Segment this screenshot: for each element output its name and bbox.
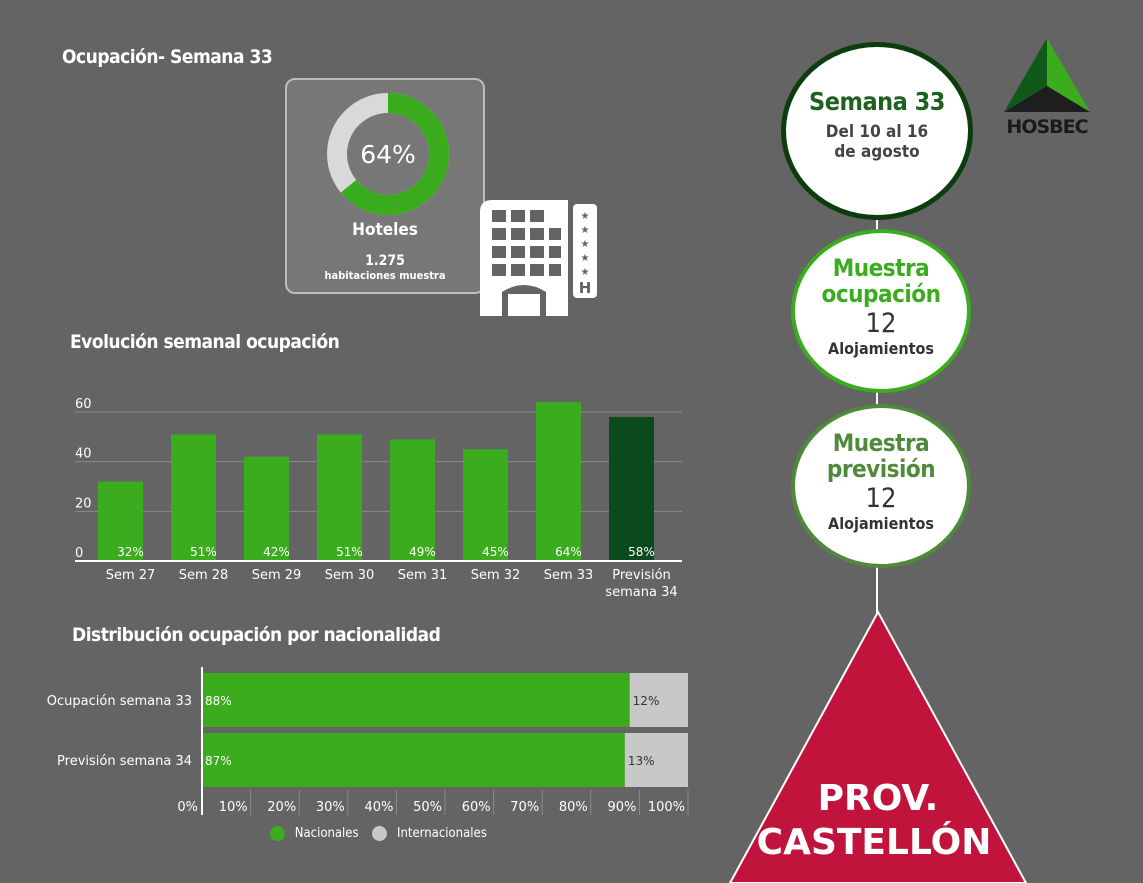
weekly-bar-label: 42% [263,545,290,559]
weekly-bar-label: 58% [628,545,655,559]
x-tick-label: Sem 32 [471,568,521,583]
week-badge-title: Semana 33 [809,87,945,116]
x-tick-label: 0% [177,800,198,815]
x-tick-label: 80% [559,800,588,815]
sample-forecast-count: 12 [865,483,897,514]
segment-label: 88% [205,694,232,708]
weekly-bar [244,456,289,561]
y-tick-label: 0 [75,546,83,561]
weekly-bar-label: 45% [482,545,509,559]
nationality-legend: Nacionales Internacionales [270,826,487,841]
x-tick-label: Sem 29 [252,568,302,583]
sample-occupancy-title2: ocupación [821,280,941,308]
x-tick-label: Previsión [612,568,671,583]
x-tick-label: Sem 30 [325,568,375,583]
sample-occupancy-count: 12 [865,308,897,339]
weekly-bar [609,416,654,561]
legend-label-nacionales: Nacionales [294,826,359,841]
legend-swatch-nacionales [270,826,285,841]
x-tick-label: Sem 33 [544,568,594,583]
x-tick-label: 100% [648,800,685,815]
y-tick-label: 60 [75,397,92,412]
weekly-chart-title: Evolución semanal ocupación [70,331,340,353]
internacionales-bar [629,673,688,727]
y-category-label: Previsión semana 34 [57,754,192,769]
x-tick-label: 40% [364,800,393,815]
svg-text:★: ★ [581,239,590,250]
week-badge-dates-line2: de agosto [834,142,920,162]
occupancy-category: Hoteles [352,220,418,240]
x-tick-label: 20% [267,800,296,815]
donut-value: 64% [360,140,416,169]
sample-forecast-title2: previsión [826,455,936,483]
x-tick-label: 70% [510,800,539,815]
weekly-bar-label: 32% [117,545,144,559]
weekly-bar [317,434,362,561]
sample-forecast-badge: Muestra previsión 12 Alojamientos [791,404,971,568]
region-line2: CASTELLÓN [757,821,992,863]
hosbec-logo: HOSBEC [1004,38,1090,136]
weekly-bar [171,434,216,561]
donut-fill [327,93,449,215]
weekly-occupancy-chart: 0 20 40 60 32% Sem 27 51% Sem 28 42% Sem 29 51% Sem… [75,397,682,600]
weekly-bar-label: 51% [190,545,217,559]
segment-label: 13% [628,754,655,768]
region-line1: PROV. [818,778,939,819]
sample-forecast-unit: Alojamientos [828,514,934,533]
x-tick-label: 90% [607,800,636,815]
weekly-bar-label: 49% [409,545,436,559]
sample-occupancy-title1: Muestra [832,254,930,282]
nacionales-bar [202,733,625,787]
week-badge-dates-line1: Del 10 al 16 [825,122,929,142]
x-tick-label: 60% [462,800,491,815]
occupancy-title: Ocupación- Semana 33 [62,46,273,68]
x-tick-label: Sem 27 [106,568,156,583]
x-tick-label: 10% [219,800,248,815]
sample-occupancy-badge: Muestra ocupación 12 Alojamientos [791,229,971,393]
week-badge: Semana 33 Del 10 al 16 de agosto [781,42,973,220]
weekly-bar [390,439,435,561]
occupancy-rooms-label: habitaciones muestra [324,269,446,282]
svg-text:★: ★ [581,253,590,264]
segment-label: 12% [633,694,660,708]
weekly-bar [536,402,581,561]
weekly-bar [463,449,508,561]
hosbec-logo-text: HOSBEC [1006,116,1087,136]
y-category-label: Ocupación semana 33 [47,694,192,709]
legend-swatch-internacionales [372,826,388,841]
sample-occupancy-unit: Alojamientos [828,339,934,358]
segment-label: 87% [205,754,232,768]
y-tick-label: 40 [75,447,92,462]
weekly-bar-label: 51% [336,545,363,559]
x-tick-label: semana 34 [605,585,677,600]
nationality-chart-title: Distribución ocupación por nacionalidad [72,624,441,646]
nacionales-bar [202,673,630,727]
occupancy-card: 64% Hoteles 1.275 habitaciones muestra [285,78,485,294]
x-tick-label: 30% [316,800,345,815]
weekly-bar-label: 64% [555,545,582,559]
svg-text:★: ★ [581,225,590,236]
sample-forecast-title1: Muestra [832,429,930,457]
hotel-icon-letter: H [579,279,592,297]
region-triangle: PROV. CASTELLÓN [728,610,1028,883]
svg-text:★: ★ [581,267,590,278]
legend-label-internacionales: Internacionales [397,826,487,841]
x-tick-label: 50% [413,800,442,815]
hotel-building-icon: ★ ★ ★ ★ ★ H [480,200,597,316]
weekly-bar [98,481,143,561]
x-tick-label: Sem 28 [179,568,229,583]
occupancy-rooms: 1.275 [365,253,405,269]
y-tick-label: 20 [75,496,92,511]
x-tick-label: Sem 31 [398,568,448,583]
internacionales-bar [624,733,688,787]
nationality-chart: 0% 10% 20% 30% 40% 50% 60% 70% 80% 90% 100% Ocupaci… [47,667,689,815]
occupancy-donut: 64% [327,93,449,215]
svg-text:★: ★ [581,211,590,222]
